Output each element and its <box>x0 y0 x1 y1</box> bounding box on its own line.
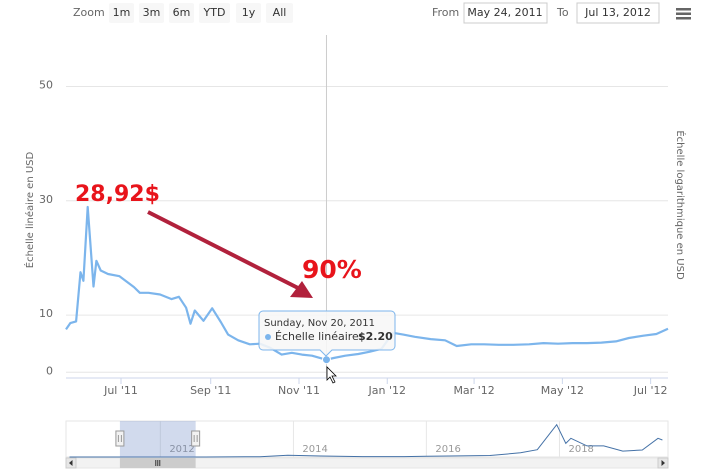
annotation: 28,92$ <box>75 182 160 207</box>
menu-bar <box>676 17 691 20</box>
to-input[interactable] <box>576 2 660 24</box>
zoom-label: Zoom <box>73 6 105 19</box>
navigator-year: 2014 <box>302 444 327 455</box>
tooltip-value: $2.20 <box>358 330 393 343</box>
series-line <box>65 205 669 361</box>
x-tick-label: Sep '11 <box>190 384 231 397</box>
y-tick-label: 50 <box>39 78 53 91</box>
arrow-left <box>69 460 73 466</box>
zoom-button-label[interactable]: 1y <box>242 6 256 19</box>
x-tick-label: Nov '11 <box>278 384 320 397</box>
x-tick-label: Mar '12 <box>453 384 494 397</box>
from-value[interactable]: May 24, 2011 <box>467 6 542 19</box>
zoom-button-label[interactable]: 3m <box>143 6 161 19</box>
zoom-button[interactable] <box>266 3 293 23</box>
navigator-selection[interactable] <box>119 421 196 457</box>
zoom-button-label[interactable]: 1m <box>113 6 131 19</box>
y-axis-title: Échelle linéaire en USD <box>23 151 36 268</box>
tooltip-box <box>258 310 396 357</box>
annotation: 90% <box>302 255 362 284</box>
annotation-arrow <box>147 210 301 291</box>
from-input[interactable] <box>463 2 548 24</box>
x-tick-label: May '12 <box>541 384 584 397</box>
x-tick-label: Jul '12 <box>633 384 668 397</box>
navigator-year: 2016 <box>435 444 460 455</box>
zoom-button[interactable] <box>139 3 164 23</box>
menu-button[interactable] <box>676 8 691 20</box>
zoom-button[interactable] <box>109 3 134 23</box>
zoom-button[interactable] <box>169 3 194 23</box>
y-tick-label: 0 <box>46 364 53 377</box>
y-tick-label: 30 <box>39 193 53 206</box>
navigator-year: 2012 <box>169 444 194 455</box>
from-label: From <box>432 6 459 19</box>
navigator-handle[interactable] <box>115 430 125 447</box>
tooltip-date: Sunday, Nov 20, 2011 <box>264 318 375 329</box>
menu-bar <box>676 12 691 15</box>
y2-axis-title: Échelle logarithmique en USD <box>674 130 687 280</box>
zoom-button[interactable] <box>199 3 230 23</box>
zoom-button-label[interactable]: All <box>273 6 287 19</box>
x-tick-label: Jul '11 <box>103 384 138 397</box>
annotation-arrowhead <box>290 281 313 298</box>
to-value[interactable]: Jul 13, 2012 <box>584 6 651 19</box>
navigator-year: 2018 <box>568 444 593 455</box>
zoom-button-label[interactable]: 6m <box>173 6 191 19</box>
to-label: To <box>556 6 569 19</box>
mouse-cursor <box>326 366 337 384</box>
tooltip-bullet <box>265 334 271 340</box>
y-tick-label: 10 <box>39 307 53 320</box>
x-tick-label: Jan '12 <box>368 384 406 397</box>
arrow-right <box>661 460 665 466</box>
tooltip-label: Échelle linéaire: <box>275 330 363 343</box>
zoom-button[interactable] <box>236 3 261 23</box>
navigator-line <box>69 423 663 458</box>
hover-point <box>321 355 331 365</box>
zoom-button-label[interactable]: YTD <box>203 6 226 19</box>
navigator-frame <box>65 420 669 458</box>
menu-bar <box>676 8 691 11</box>
navigator-handle[interactable] <box>191 430 201 447</box>
